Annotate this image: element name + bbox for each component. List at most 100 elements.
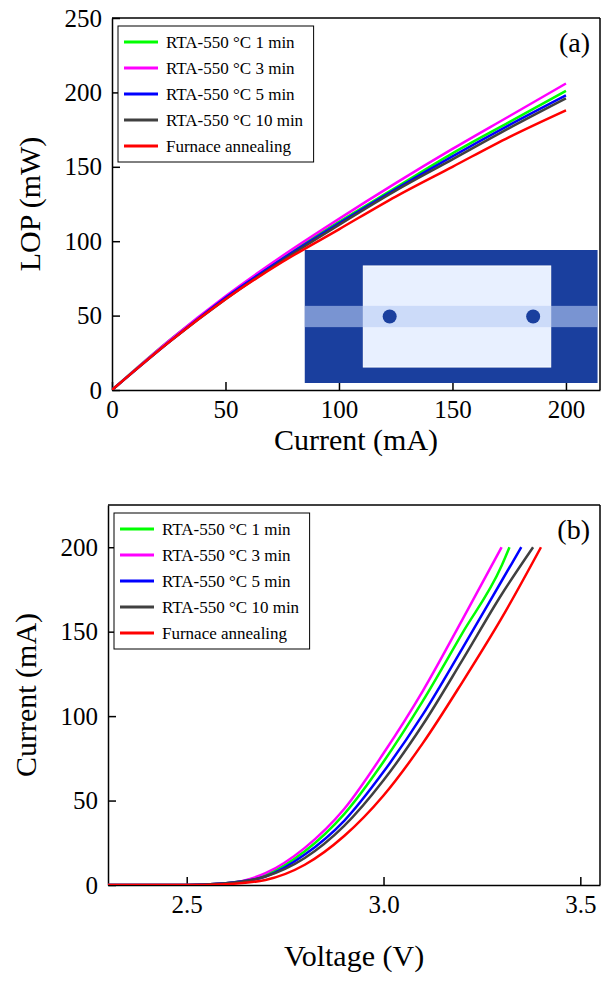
y-tick: 100: [61, 703, 117, 730]
y-tick-mark: [108, 716, 116, 718]
panel: 0 50 100 150 200 0 50 100 150 200 250 Current (mA) L…: [13, 5, 601, 458]
y-tick-label: 200: [61, 534, 99, 561]
plot-area: [108, 547, 541, 885]
y-tick: 0: [90, 377, 121, 404]
y-tick-label: 50: [77, 302, 102, 329]
series-line: [112, 110, 566, 390]
legend-box: [114, 513, 310, 649]
legend-label: Furnace annealing: [166, 137, 292, 156]
x-tick: 200: [548, 382, 586, 423]
series-line: [108, 547, 541, 885]
y-tick: 150: [65, 153, 121, 180]
frame-top: [112, 17, 600, 19]
panel: 2.5 3.0 3.5 0 50 100 150 200 Voltage (V) Current …: [9, 505, 601, 973]
y-tick: 200: [61, 534, 117, 561]
legend-label: RTA-550 °C 1 min: [162, 520, 291, 539]
x-tick-label: 2.5: [172, 891, 203, 918]
x-axis-title: Voltage (V): [284, 939, 424, 973]
legend: RTA-550 °C 1 min RTA-550 °C 3 min RTA-550 …: [114, 513, 310, 649]
x-tick-label: 200: [548, 396, 586, 423]
series-line: [112, 83, 566, 390]
y-tick-label: 100: [65, 228, 103, 255]
legend-label: RTA-550 °C 3 min: [166, 59, 295, 78]
y-axis: 0 50 100 150 200: [61, 506, 117, 899]
x-tick-label: 3.0: [368, 891, 399, 918]
y-tick-label: 0: [90, 377, 103, 404]
legend-label: RTA-550 °C 5 min: [166, 85, 295, 104]
legend-swatch: [124, 93, 158, 96]
x-tick-mark: [452, 382, 454, 390]
legend-box: [118, 26, 314, 162]
y-tick: 50: [73, 787, 116, 814]
legend-swatch: [120, 606, 154, 609]
x-tick-label: 100: [321, 396, 359, 423]
legend-swatch: [124, 41, 158, 44]
y-tick: 250: [65, 5, 121, 32]
y-tick-label: 200: [65, 79, 103, 106]
series-line: [112, 95, 566, 390]
x-tick-label: 150: [434, 396, 472, 423]
legend-swatch: [120, 580, 154, 583]
legend-label: Furnace annealing: [162, 624, 288, 643]
frame-right: [599, 18, 601, 390]
y-tick-label: 250: [65, 5, 103, 32]
y-tick-label: 150: [65, 153, 103, 180]
y-tick: 100: [65, 228, 121, 255]
x-tick-mark: [566, 382, 568, 390]
x-tick: 2.5: [172, 877, 203, 918]
x-tick: 150: [434, 382, 472, 423]
legend-label: RTA-550 °C 1 min: [166, 33, 295, 52]
x-tick: 100: [321, 382, 359, 423]
y-tick-mark: [112, 18, 120, 20]
y-tick-mark: [112, 241, 120, 243]
x-tick-label: 3.5: [565, 891, 596, 918]
x-tick: 3.5: [565, 877, 596, 918]
x-tick-mark: [383, 877, 385, 885]
legend-label: RTA-550 °C 10 min: [162, 598, 300, 617]
panel-label: (b): [557, 514, 590, 545]
series-line: [112, 98, 566, 390]
y-tick-label: 100: [61, 703, 99, 730]
legend-swatch: [120, 528, 154, 531]
legend-swatch: [120, 632, 154, 635]
legend-label: RTA-550 °C 10 min: [166, 111, 304, 130]
y-axis-line: [108, 506, 110, 886]
legend-swatch: [124, 119, 158, 122]
y-tick-mark: [112, 167, 120, 169]
legend-swatch: [124, 67, 158, 70]
inset-pad: [383, 310, 397, 324]
x-tick-mark: [339, 382, 341, 390]
x-axis: 2.5 3.0 3.5: [109, 877, 601, 918]
y-tick: 150: [61, 618, 117, 645]
x-axis: 0 50 100 150 200: [106, 382, 600, 423]
x-tick-mark: [580, 877, 582, 885]
x-tick-mark: [225, 382, 227, 390]
frame-top: [108, 504, 600, 506]
y-tick: 200: [65, 79, 121, 106]
x-axis-title: Current (mA): [274, 423, 438, 457]
series-line: [108, 547, 521, 885]
y-axis-title: LOP (mW): [13, 137, 47, 272]
inset-background: [305, 250, 598, 383]
plot-area: [112, 83, 566, 390]
y-tick-mark: [108, 800, 116, 802]
inset-glow: [305, 306, 598, 327]
x-tick: 3.0: [368, 877, 399, 918]
x-tick-label: 50: [213, 396, 238, 423]
x-tick-label: 0: [106, 396, 119, 423]
figure: 0 50 100 150 200 0 50 100 150 200 250 Current (mA) L…: [0, 0, 611, 985]
y-tick-label: 150: [61, 618, 99, 645]
y-tick-label: 50: [73, 787, 98, 814]
x-tick: 50: [213, 382, 238, 423]
x-axis-line: [113, 390, 601, 392]
inset-pad: [526, 310, 540, 324]
legend: RTA-550 °C 1 min RTA-550 °C 3 min RTA-550 …: [118, 26, 314, 162]
legend-label: RTA-550 °C 5 min: [162, 572, 291, 591]
y-axis-title: Current (mA): [9, 613, 43, 777]
series-line: [108, 547, 533, 885]
frame-right: [599, 505, 601, 885]
inset-image: [305, 250, 598, 383]
legend-swatch: [120, 554, 154, 557]
y-tick-label: 0: [86, 872, 99, 899]
legend-label: RTA-550 °C 3 min: [162, 546, 291, 565]
